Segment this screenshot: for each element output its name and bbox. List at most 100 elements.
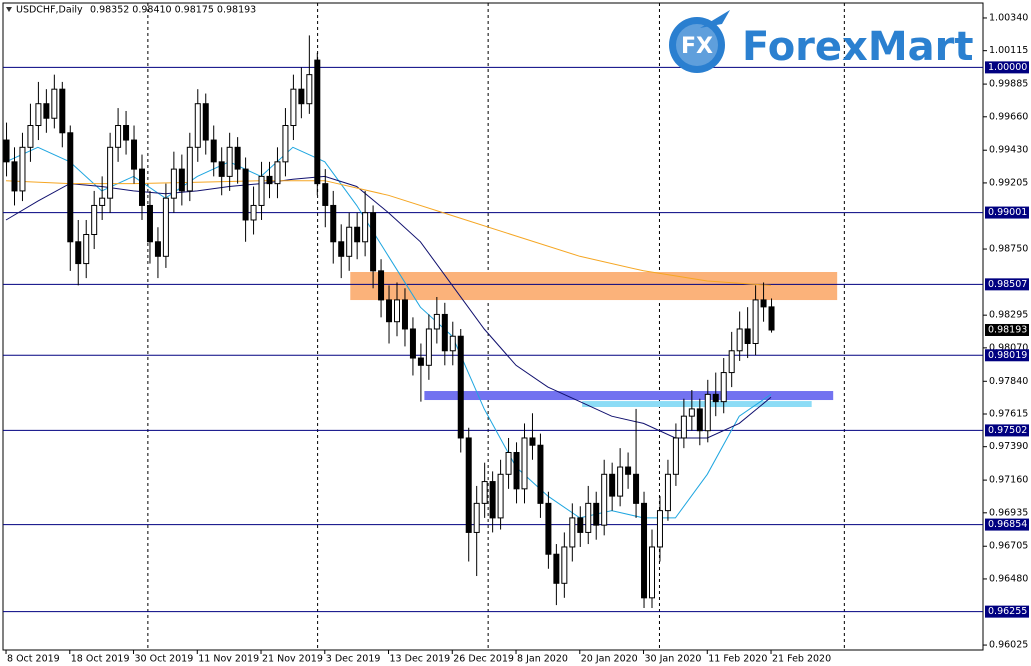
moving-average [5,180,772,286]
candle-body [91,204,98,236]
x-tick-label: 13 Dec 2019 [390,654,451,665]
logo-ring [676,24,718,66]
zone [424,391,834,401]
candle-body [146,204,153,243]
candle-body [370,212,377,272]
candle-body [59,88,66,134]
candle-body [537,444,544,504]
candle-body [138,168,145,206]
candle-body [162,197,169,257]
candle-body [473,502,480,533]
candle-body [67,132,74,243]
candle-body [633,473,640,504]
zone [350,272,838,301]
candle-body [35,103,42,127]
candle-body [3,139,10,163]
level-label-box [985,518,1029,531]
candle-body [688,408,695,417]
y-tick-label: 0.96025 [989,640,1028,651]
candle-body [704,393,711,432]
y-tick-label: 0.99430 [989,145,1028,156]
x-tick-label: 8 Oct 2019 [7,654,60,665]
candle-body [298,88,305,105]
candle-body [585,502,592,533]
candle-body [186,146,193,192]
candle-body [720,372,727,403]
level-label: 0.96255 [988,606,1027,617]
candle-body [601,473,608,526]
candle-body [648,546,655,599]
y-tick-label: 0.99885 [989,79,1028,90]
candle-body [449,335,456,352]
level-label: 0.99001 [988,207,1027,218]
zone [582,401,812,408]
candle-body [641,502,648,599]
candle-body [561,546,568,584]
candle-body [210,139,217,163]
candle-body [553,553,560,584]
level-label-box [985,424,1029,437]
candle-body [234,146,241,170]
logo-icon: FX [681,34,713,59]
candle-body [457,335,464,439]
level-label-box [985,61,1029,74]
candle-body [250,204,257,221]
candle-body [505,451,512,475]
candle-body [154,241,161,257]
candle-body [489,481,496,519]
candle-body [577,517,584,533]
candle-body [712,393,719,403]
candle-body [242,168,249,221]
candle-body [497,473,504,519]
x-tick-label: 30 Jan 2020 [645,654,702,665]
candle-body [425,328,432,366]
plot-frame [2,2,984,651]
y-tick-label: 0.97840 [989,376,1028,387]
candle-body [521,437,528,490]
level-label: 0.96854 [988,519,1027,530]
candle-body [569,517,576,548]
candle-body [680,415,687,439]
candle-body [170,168,177,199]
logo: FX ForexMart [669,10,973,73]
candle-body [306,74,313,105]
candle-body [760,299,767,308]
y-tick-label: 0.96935 [989,507,1028,518]
level-label: 0.98507 [988,279,1027,290]
level-label-box [985,349,1029,362]
y-tick-label: 0.99660 [989,111,1028,122]
logo-text: ForexMart [742,24,973,70]
candle-body [609,473,616,497]
candle-body [330,204,337,243]
last-price-label: 0.98193 [988,324,1027,335]
y-tick-label: 0.99205 [989,177,1028,188]
x-tick-label: 20 Jan 2020 [581,654,638,665]
candle-body [43,103,50,119]
candle-body [338,241,345,257]
candle-body [593,502,600,526]
candle-body [529,437,536,446]
logo-arrow [700,10,730,28]
candle-body [314,59,321,185]
candle-body [99,197,106,206]
candle-body [266,175,273,185]
candle-body [433,313,440,330]
candle-body [258,175,265,206]
candle-body [51,88,58,119]
candle-body [83,234,90,265]
x-tick-label: 30 Oct 2019 [135,654,194,665]
candle-body [11,161,18,192]
level-label: 1.00000 [988,62,1027,73]
candle-body [441,313,448,352]
candle-body [393,299,400,323]
candle-body [696,408,703,432]
candle-body [728,350,735,374]
candle-body [752,299,759,345]
candle-body [417,357,424,366]
x-tick-label: 8 Jan 2020 [517,654,568,665]
level-label: 0.98019 [988,350,1027,361]
candle-body [354,226,361,243]
candle-body [282,125,289,163]
y-tick-label: 1.00115 [989,45,1028,56]
